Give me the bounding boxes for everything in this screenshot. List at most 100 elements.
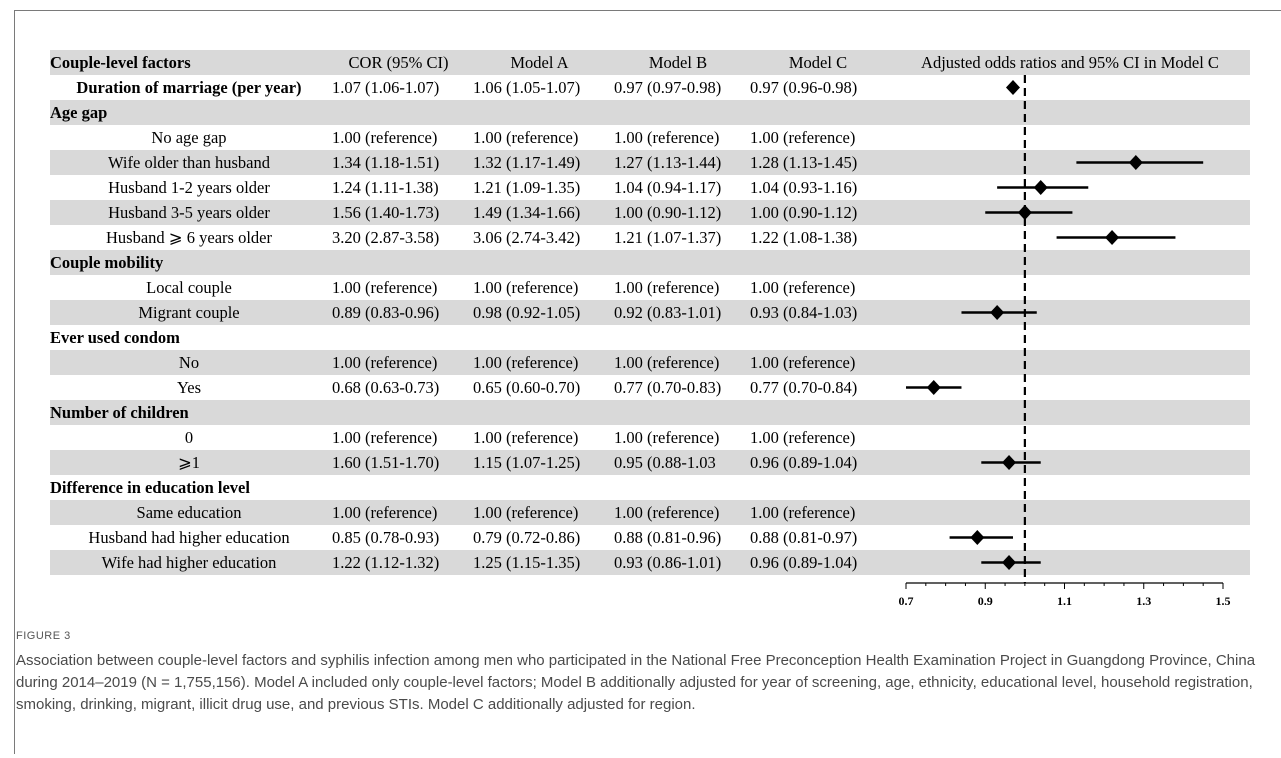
model-a-cell: 1.00 (reference) [473, 428, 579, 447]
model-a-cell [469, 100, 610, 125]
row-label: Migrant couple [50, 300, 328, 325]
plot-cell [890, 400, 1250, 425]
cor-cell: 1.34 (1.18-1.51) [328, 150, 469, 175]
or-point-marker [1105, 230, 1120, 245]
plot-cell [890, 450, 1250, 475]
cor-cell: 1.00 (reference) [332, 128, 438, 147]
model-b-cell [610, 100, 746, 125]
model-b-cell: 1.00 (reference) [614, 278, 720, 297]
header-factors: Couple-level factors [50, 50, 328, 75]
model-b-cell: 0.88 (0.81-0.96) [614, 528, 722, 547]
plot-cell [890, 500, 1250, 525]
model-c-cell: 1.04 (0.93-1.16) [750, 178, 858, 197]
header-cor: COR (95% CI) [328, 50, 469, 75]
table-row: Wife older than husband 1.34 (1.18-1.51) 1… [50, 150, 1250, 175]
model-c-cell [746, 100, 890, 125]
model-c-cell: 1.22 (1.08-1.38) [750, 228, 858, 247]
table-row: Duration of marriage (per year) 1.07 (1.0… [50, 75, 1250, 100]
model-b-cell [610, 400, 746, 425]
cor-cell: 1.00 (reference) [332, 278, 438, 297]
model-c-cell: 1.28 (1.13-1.45) [746, 150, 890, 175]
model-a-cell [469, 250, 610, 275]
row-label: No [50, 350, 328, 375]
row-label: 0 [184, 428, 194, 447]
model-a-cell: 1.06 (1.05-1.07) [473, 78, 581, 97]
model-a-cell: 0.65 (0.60-0.70) [473, 378, 581, 397]
model-c-cell: 1.00 (reference) [746, 350, 890, 375]
model-c-cell [746, 400, 890, 425]
model-b-cell: 0.93 (0.86-1.01) [610, 550, 746, 575]
table-row: Couple mobility [50, 250, 1250, 275]
row-label: Local couple [146, 278, 232, 297]
table-row: No 1.00 (reference) 1.00 (reference) 1.00 (… [50, 350, 1250, 375]
frame-top-border [14, 10, 1281, 11]
header-model-c: Model C [746, 50, 890, 75]
model-b-cell: 1.00 (reference) [614, 128, 720, 147]
model-c-cell: 1.00 (reference) [750, 128, 856, 147]
or-point-marker [1128, 155, 1143, 170]
row-label: Husband 1-2 years older [108, 178, 270, 197]
row-label: ⩾1 [50, 450, 328, 475]
cor-cell [328, 100, 469, 125]
cor-cell: 0.89 (0.83-0.96) [328, 300, 469, 325]
table-row: Migrant couple 0.89 (0.83-0.96) 0.98 (0.92… [50, 300, 1250, 325]
row-label: Difference in education level [50, 478, 250, 497]
cor-cell: 1.22 (1.12-1.32) [328, 550, 469, 575]
figure-label: FIGURE 3 [16, 630, 71, 642]
model-a-cell: 1.00 (reference) [473, 278, 579, 297]
plot-cell [890, 300, 1250, 325]
model-b-cell: 0.77 (0.70-0.83) [614, 378, 722, 397]
x-tick-label: 1.5 [1216, 594, 1231, 608]
frame-left-border [14, 10, 15, 754]
or-point-marker [970, 530, 985, 545]
model-c-cell: 0.93 (0.84-1.03) [746, 300, 890, 325]
model-b-cell: 1.00 (0.90-1.12) [610, 200, 746, 225]
x-tick-label: 1.3 [1136, 594, 1151, 608]
table-row: Wife had higher education 1.22 (1.12-1.32… [50, 550, 1250, 575]
or-point-marker [926, 380, 941, 395]
forest-table: Couple-level factors COR (95% CI) Model … [50, 50, 1250, 575]
cor-cell: 1.07 (1.06-1.07) [332, 78, 440, 97]
model-b-cell: 0.97 (0.97-0.98) [614, 78, 722, 97]
x-tick-label: 0.7 [899, 594, 914, 608]
row-label: Duration of marriage (per year) [76, 78, 302, 97]
table-row: Age gap [50, 100, 1250, 125]
or-point-marker [1002, 555, 1017, 570]
model-a-cell: 1.00 (reference) [469, 350, 610, 375]
row-label: Same education [50, 500, 328, 525]
model-c-cell: 0.96 (0.89-1.04) [746, 550, 890, 575]
figure-caption-text: Association between couple-level factors… [16, 652, 1256, 713]
row-label: Wife older than husband [50, 150, 328, 175]
table-row: Husband 1-2 years older 1.24 (1.11-1.38) 1… [50, 175, 1250, 200]
table-row: Number of children [50, 400, 1250, 425]
cor-cell [328, 400, 469, 425]
plot-cell [890, 100, 1250, 125]
cor-cell [328, 250, 469, 275]
header-model-b: Model B [610, 50, 746, 75]
table-row: Husband had higher education 0.85 (0.78-0… [50, 525, 1250, 550]
x-tick-label: 1.1 [1057, 594, 1072, 608]
model-c-cell: 0.96 (0.89-1.04) [746, 450, 890, 475]
model-c-cell: 1.00 (reference) [750, 278, 856, 297]
cor-cell: 1.24 (1.11-1.38) [332, 178, 439, 197]
model-a-cell: 1.00 (reference) [469, 500, 610, 525]
table-row: Difference in education level [50, 475, 1250, 500]
or-point-marker [990, 305, 1005, 320]
model-b-cell: 1.21 (1.07-1.37) [614, 228, 722, 247]
model-a-cell: 0.79 (0.72-0.86) [473, 528, 581, 547]
model-b-cell: 1.00 (reference) [610, 350, 746, 375]
row-label: No age gap [151, 128, 227, 147]
table-row: Husband 3-5 years older 1.56 (1.40-1.73) 1… [50, 200, 1250, 225]
row-label: Yes [176, 378, 201, 397]
model-a-cell: 3.06 (2.74-3.42) [473, 228, 581, 247]
table-row: Husband ⩾ 6 years older 3.20 (2.87-3.58) 3… [50, 225, 1250, 250]
plot-cell [890, 550, 1250, 575]
model-c-cell [746, 250, 890, 275]
model-b-cell: 1.00 (reference) [614, 428, 720, 447]
row-label: Husband 3-5 years older [50, 200, 328, 225]
cor-cell: 1.00 (reference) [332, 428, 438, 447]
row-label: Wife had higher education [50, 550, 328, 575]
model-a-cell: 0.98 (0.92-1.05) [469, 300, 610, 325]
row-label: Number of children [50, 400, 328, 425]
model-a-cell: 1.15 (1.07-1.25) [469, 450, 610, 475]
